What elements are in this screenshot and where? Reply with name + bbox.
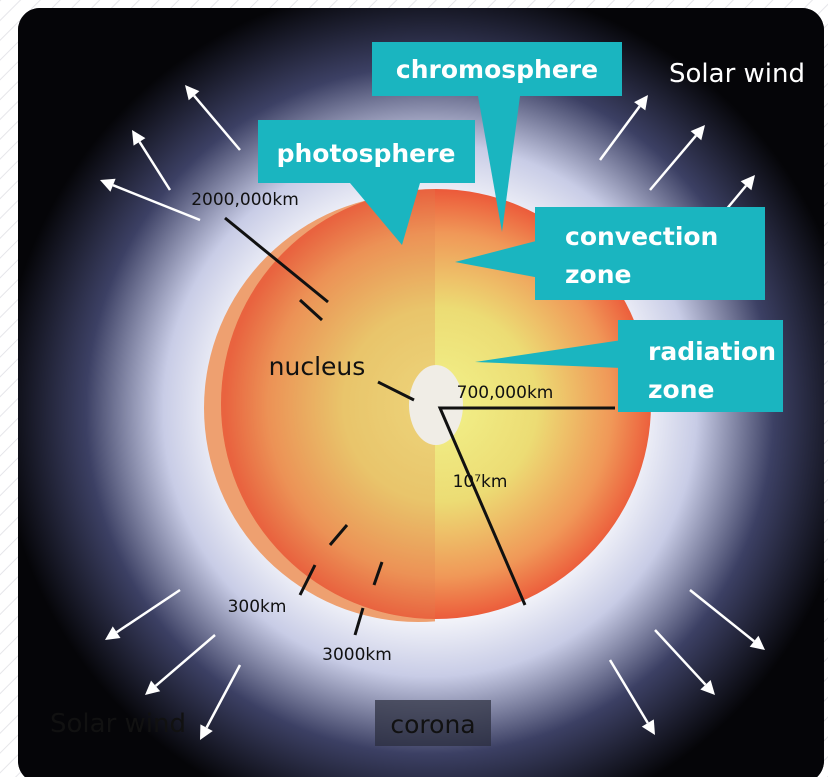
wind-arrow — [154, 634, 216, 687]
radius-line — [437, 406, 615, 606]
callout-pointer — [455, 240, 540, 278]
distance-label: 700,000km — [457, 383, 554, 403]
wind-arrow — [608, 659, 649, 724]
solar-wind-label: Solar wind — [669, 59, 805, 89]
callout-label: zone — [565, 260, 631, 289]
wind-arrow-head — [105, 626, 121, 640]
wind-arrow-head — [185, 85, 200, 101]
callout-box — [372, 42, 622, 96]
pointer-line — [224, 216, 329, 304]
distance-label: 10⁷km — [453, 472, 508, 492]
callout-label: zone — [648, 375, 714, 404]
wind-arrow — [205, 664, 242, 729]
pointer-line — [298, 564, 317, 596]
wind-arrow — [115, 588, 181, 634]
pointer-line — [298, 298, 324, 322]
wind-arrow-head — [700, 679, 715, 695]
corona-box — [375, 700, 491, 746]
callout-pointer — [478, 96, 520, 232]
wind-arrow-head — [690, 125, 705, 141]
callout-box — [618, 320, 783, 412]
callout-box — [535, 207, 765, 300]
pointer-line — [353, 607, 365, 636]
wind-arrow-head — [145, 680, 161, 695]
wind-arrow — [138, 141, 172, 191]
distance-label: 300km — [228, 597, 287, 617]
nucleus-label: nucleus — [269, 352, 366, 381]
pointer-line — [328, 524, 349, 546]
callout-label: photosphere — [277, 139, 456, 168]
callout-pointer — [475, 340, 622, 368]
corona-label: corona — [390, 710, 475, 739]
callout-label: chromosphere — [396, 55, 598, 84]
nucleus-core — [409, 365, 463, 445]
wind-arrow-head — [634, 95, 648, 111]
sun-cutaway — [221, 189, 435, 619]
wind-arrow-head — [100, 178, 116, 192]
wind-arrow — [689, 589, 755, 643]
distance-label: 2000,000km — [191, 190, 299, 210]
wind-arrow-head — [200, 724, 213, 740]
pointer-line — [372, 561, 384, 586]
pointer-line — [377, 380, 415, 402]
solar-wind-label: Solar wind — [50, 709, 186, 739]
wind-arrow-head — [641, 719, 655, 735]
wind-arrow-head — [740, 175, 755, 191]
wind-arrow — [654, 629, 707, 686]
distance-label: 3000km — [322, 645, 392, 665]
wind-arrow-head — [132, 130, 146, 146]
wind-arrow-head — [749, 635, 765, 650]
wind-arrow — [112, 184, 201, 222]
wind-arrow — [598, 105, 641, 161]
callout-label: convection — [565, 222, 718, 251]
wind-arrow — [649, 134, 697, 191]
wind-arrow — [193, 94, 241, 151]
callout-box — [258, 120, 475, 183]
callout-label: radiation — [648, 337, 776, 366]
callout-pointer — [350, 183, 420, 245]
